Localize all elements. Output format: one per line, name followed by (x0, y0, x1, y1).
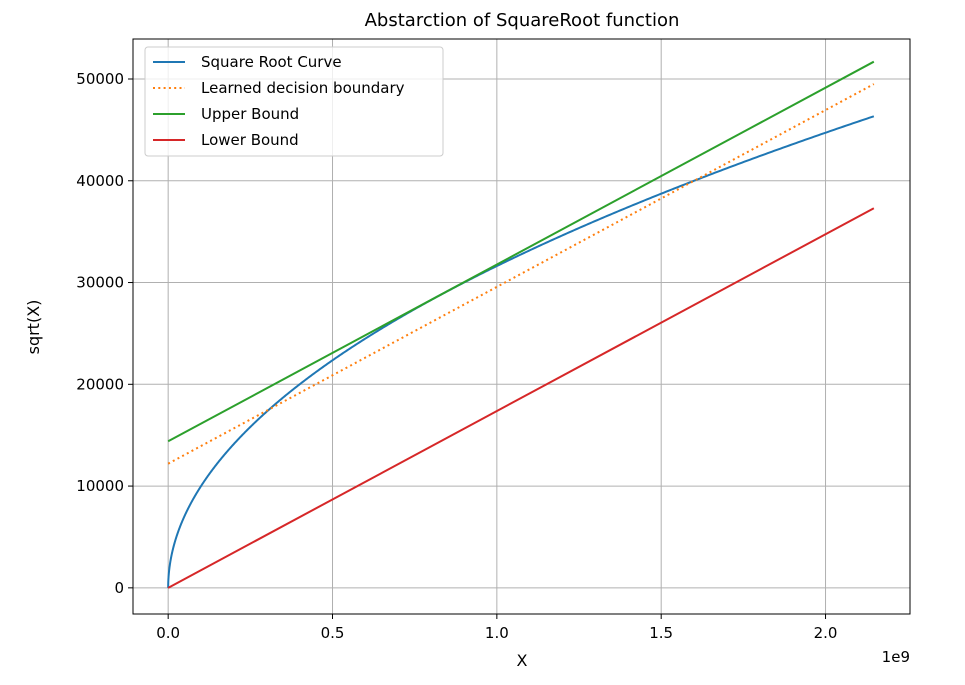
series-line-upper-bound (167, 60, 875, 443)
legend-entry-label: Upper Bound (201, 105, 299, 123)
plot-area-frame (132, 38, 911, 615)
grid-lines (133, 39, 910, 614)
y-axis-label: sqrt(X) (24, 300, 43, 355)
x-tick-label: 1.5 (649, 624, 673, 642)
y-tick-label: 40000 (76, 172, 124, 190)
x-tick-label: 0.5 (321, 624, 345, 642)
legend-entry-label: Lower Bound (201, 131, 299, 149)
x-axis-label: X (517, 651, 528, 670)
x-tick-label: 1.0 (485, 624, 509, 642)
series-line-lower-bound (167, 207, 875, 589)
axis-ticks: 0.0 0.5 1.0 1.5 2.0 0 10000 20000 30000 40000 5000… (76, 70, 837, 642)
x-axis-offset-label: 1e9 (882, 648, 910, 666)
y-tick-label: 10000 (76, 477, 124, 495)
series-lines (167, 60, 875, 589)
y-tick-label: 0 (114, 579, 124, 597)
x-tick-label: 0.0 (156, 624, 180, 642)
y-tick-label: 20000 (76, 375, 124, 393)
series-line-square-root-curve (167, 115, 875, 589)
legend: Square Root Curve Learned decision bounda… (144, 46, 444, 157)
legend-entry-label: Square Root Curve (201, 53, 342, 71)
series-line-learned-decision-boundary (167, 83, 875, 465)
y-tick-label: 50000 (76, 70, 124, 88)
legend-box (144, 46, 444, 157)
chart-title: Abstarction of SquareRoot function (365, 10, 680, 31)
legend-entry-label: Learned decision boundary (201, 79, 405, 97)
y-tick-label: 30000 (76, 274, 124, 292)
x-tick-label: 2.0 (814, 624, 838, 642)
